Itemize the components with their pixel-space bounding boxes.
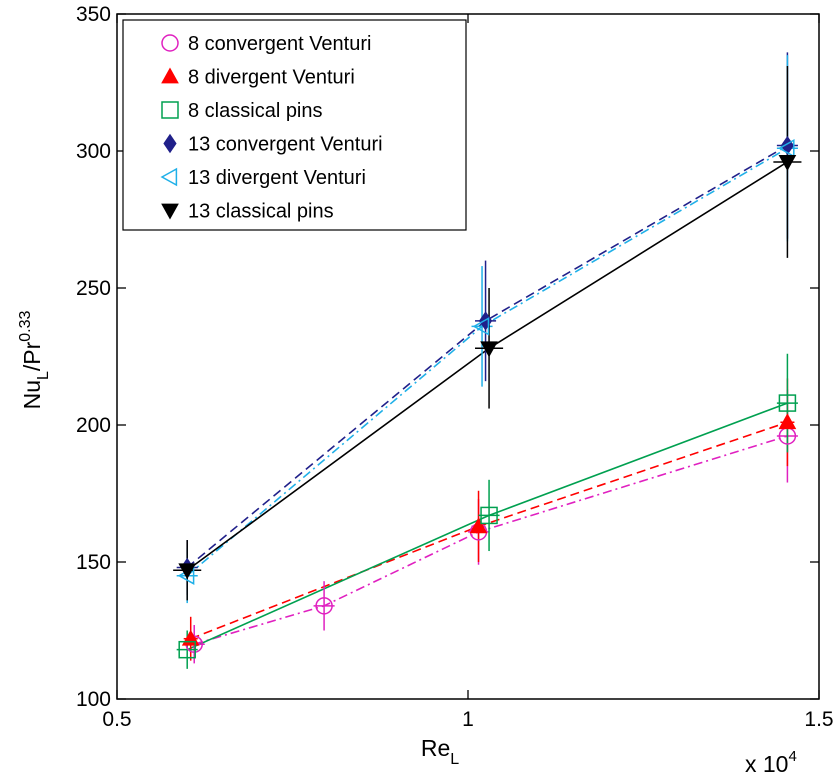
data-point-13-divergent-venturi — [777, 138, 795, 158]
data-point-13-classical-pins — [778, 155, 797, 171]
x-tick-label: 1.5 — [804, 708, 833, 731]
legend: 8 convergent Venturi 8 divergent Venturi 8… — [122, 19, 467, 231]
legend-marker-8-divergent-venturi — [161, 67, 179, 84]
data-point-13-convergent-venturi — [780, 135, 795, 156]
legend-label-13-convergent-venturi: 13 convergent Venturi — [188, 134, 383, 156]
x-axis-label: ReL — [421, 735, 459, 768]
y-tick-label: 200 — [76, 414, 111, 437]
legend-box — [122, 19, 467, 231]
series-line-8-convergent-venturi — [193, 435, 788, 645]
y-tick-label: 350 — [76, 3, 111, 26]
y-tick-label: 250 — [76, 277, 111, 300]
y-tick-label: 100 — [76, 688, 111, 711]
data-point-8-divergent-venturi — [778, 413, 797, 430]
data-point-13-classical-pins — [178, 563, 197, 580]
data-point-8-classical-pins — [778, 394, 797, 412]
axis-ticks: 0.5 1 1.5 100 150 200 250 300 350 — [76, 3, 834, 731]
legend-marker-13-divergent-venturi — [160, 167, 178, 187]
legend-label-8-convergent-venturi: 8 convergent Venturi — [188, 33, 371, 55]
legend-label-8-classical-pins: 8 classical pins — [188, 100, 323, 122]
legend-label-8-divergent-venturi: 8 divergent Venturi — [188, 67, 355, 89]
y-tick-label: 300 — [76, 140, 111, 163]
x-tick-label: 0.5 — [102, 708, 131, 731]
data-point-8-divergent-venturi — [181, 629, 200, 646]
data-point-13-divergent-venturi — [472, 317, 490, 336]
legend-marker-8-classical-pins — [161, 101, 179, 119]
legend-label-13-classical-pins: 13 classical pins — [188, 201, 334, 223]
legend-label-13-divergent-venturi: 13 divergent Venturi — [188, 167, 366, 189]
legend-marker-13-convergent-venturi — [163, 133, 177, 154]
series-markers — [177, 135, 797, 659]
series-line-13-convergent-venturi — [186, 144, 788, 569]
data-point-8-convergent-venturi — [315, 597, 333, 615]
data-point-8-classical-pins — [178, 640, 196, 659]
y-tick-label: 150 — [76, 551, 111, 574]
legend-marker-13-classical-pins — [161, 203, 179, 220]
data-point-8-classical-pins — [480, 506, 498, 525]
data-point-13-classical-pins — [480, 341, 498, 358]
legend-marker-8-convergent-venturi — [161, 34, 179, 52]
x-tick-label: 1 — [462, 708, 474, 731]
series-line-8-classical-pins — [186, 402, 788, 651]
x-axis-multiplier: x 104 — [745, 748, 797, 777]
y-axis-label: NuL/Pr0.33 — [17, 310, 52, 409]
data-point-8-divergent-venturi — [469, 517, 488, 534]
